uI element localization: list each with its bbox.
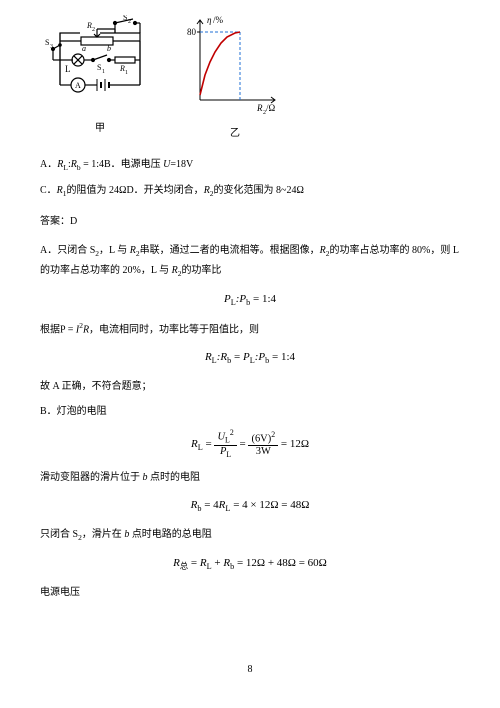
label-b: b	[107, 44, 111, 53]
explain-A-after1: 根据P = I2R，电流相同时，功率比等于阻值比，则	[40, 319, 460, 339]
label-L: L	[65, 64, 71, 74]
graph-svg: η /% 80 R 2 /Ω	[185, 15, 285, 115]
svg-text:/%: /%	[213, 15, 224, 25]
label-S1: S	[97, 63, 101, 72]
graph-ytick: 80	[187, 27, 197, 37]
caption-circuit: 甲	[45, 119, 155, 138]
figure-circuit: R 2 S 2 S 3 a b S 1 R 1 L A 甲	[45, 15, 155, 138]
caption-graph: 乙	[185, 124, 285, 143]
explain-B-intro: B．灯泡的电阻	[40, 402, 460, 421]
svg-text:2: 2	[128, 19, 131, 25]
page-number: 8	[0, 660, 500, 679]
formula-4: Rb = 4RL = 4 × 12Ω = 48Ω	[40, 495, 460, 517]
explain-B-last: 电源电压	[40, 583, 460, 602]
graph-xlabel: R	[256, 103, 263, 113]
graph-ylabel: η	[207, 15, 212, 25]
svg-text:3: 3	[50, 44, 53, 50]
label-a: a	[82, 44, 86, 53]
svg-text:1: 1	[102, 69, 105, 75]
formula-3: RL = UL2PL = (6V)23W = 12Ω	[40, 429, 460, 460]
option-C: C．R1的阻值为 24ΩD．开关均闭合，R2的变化范围为 8~24Ω	[40, 181, 460, 201]
formula-1: PL:Pb = 1:4	[40, 289, 460, 311]
svg-text:2: 2	[92, 27, 95, 33]
svg-text:1: 1	[125, 70, 128, 76]
option-A: A．RL:Rb = 1:4B．电源电压 U=18V	[40, 155, 460, 175]
formula-2: RL:Rb = PL:Pb = 1:4	[40, 347, 460, 369]
figures-row: R 2 S 2 S 3 a b S 1 R 1 L A 甲	[45, 15, 460, 143]
explain-B-after2: 只闭合 S2，滑片在 b 点时电路的总电阻	[40, 525, 460, 545]
label-S3: S	[45, 38, 49, 47]
label-S2: S	[123, 15, 127, 22]
circuit-svg: R 2 S 2 S 3 a b S 1 R 1 L A	[45, 15, 155, 110]
label-A: A	[75, 81, 81, 90]
explain-A-intro: A．只闭合 S2，L 与 R2串联，通过二者的电流相等。根据图像，R2的功率占总…	[40, 241, 460, 282]
explain-B-after1: 滑动变阻器的滑片位于 b 点时的电阻	[40, 468, 460, 487]
figure-graph: η /% 80 R 2 /Ω 乙	[185, 15, 285, 143]
svg-text:/Ω: /Ω	[266, 103, 276, 113]
formula-5: R总 = RL + Rb = 12Ω + 48Ω = 60Ω	[40, 553, 460, 575]
explain-A-concl: 故 A 正确，不符合题意；	[40, 377, 460, 396]
answer: 答案：D	[40, 212, 460, 231]
